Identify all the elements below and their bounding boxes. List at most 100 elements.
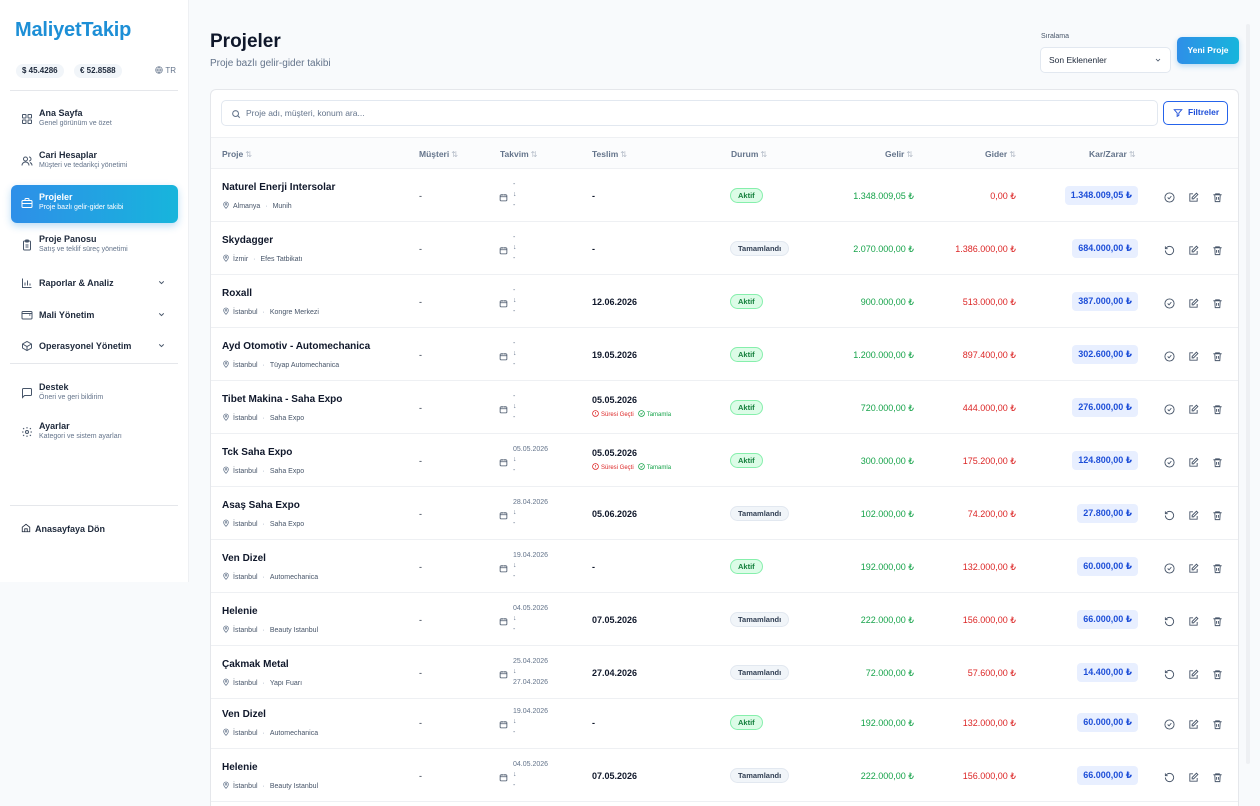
customer-cell: - xyxy=(419,562,422,572)
complete-button[interactable] xyxy=(1164,190,1175,203)
project-name[interactable]: Asaş Saha Expo xyxy=(222,500,300,511)
edit-button[interactable] xyxy=(1188,349,1199,361)
reopen-button[interactable] xyxy=(1164,614,1175,627)
delete-button[interactable] xyxy=(1212,243,1223,256)
reopen-button[interactable] xyxy=(1164,243,1175,256)
sidebar-item-proje-panosu[interactable]: Proje Panosu Satış ve teklif süreç yönet… xyxy=(11,227,178,265)
table-row[interactable]: Tck Saha Expo İstanbul · Saha Expo -05.05.20… xyxy=(211,434,1238,487)
edit-button[interactable] xyxy=(1188,455,1199,467)
filter-button[interactable]: Filtreler xyxy=(1163,101,1228,125)
calendar-start: - xyxy=(513,234,516,241)
project-name[interactable]: Skydagger xyxy=(222,235,274,246)
delete-button[interactable] xyxy=(1212,667,1223,680)
delivery-date: 27.04.2026 xyxy=(592,668,638,678)
sort-select[interactable]: Son Eklenenler xyxy=(1040,47,1171,73)
delete-button[interactable] xyxy=(1212,402,1223,415)
reopen-button[interactable] xyxy=(1164,508,1175,521)
language-switcher[interactable]: TR xyxy=(155,64,176,78)
project-name[interactable]: Tck Saha Expo xyxy=(222,447,293,458)
edit-button[interactable] xyxy=(1188,717,1199,729)
app-logo[interactable]: MaliyetTakip xyxy=(15,19,132,41)
table-row[interactable]: Ayd Otomotiv - Automechanica İstanbul · Tüy… xyxy=(211,328,1238,381)
sidebar-item-ayarlar[interactable]: Ayarlar Kategori ve sistem ayarları xyxy=(11,414,178,452)
table-row[interactable]: Ven Dizel İstanbul · Automechanica -19.04.20… xyxy=(211,540,1238,593)
reopen-button[interactable] xyxy=(1164,770,1175,783)
search-input[interactable] xyxy=(246,101,1146,125)
table-row[interactable]: Ven Dizel İstanbul · Automechanica -19.04.20… xyxy=(211,696,1238,749)
delete-button[interactable] xyxy=(1212,770,1223,783)
sort-arrows-icon: ⇅ xyxy=(245,150,252,159)
sidebar-item-projeler[interactable]: Projeler Proje bazlı gelir-gider takibi xyxy=(11,185,178,223)
table-row[interactable]: Asaş Saha Expo İstanbul · Saha Expo -28.04.2… xyxy=(211,487,1238,540)
separator-dot: · xyxy=(262,362,265,369)
delete-button[interactable] xyxy=(1212,717,1223,730)
edit-button[interactable] xyxy=(1188,561,1199,573)
sidebar-group-raporlar[interactable]: Raporlar & Analiz xyxy=(11,272,178,294)
complete-button[interactable] xyxy=(1164,296,1175,309)
project-name[interactable]: Tibet Makina - Saha Expo xyxy=(222,394,343,405)
col-header-proje[interactable]: Proje ⇅ xyxy=(222,149,252,159)
delete-button[interactable] xyxy=(1212,508,1223,521)
table-row[interactable]: Skydagger İzmir · Efes Tatbikatı - - ↓ - - Tamaml… xyxy=(211,222,1238,275)
edit-button[interactable] xyxy=(1188,667,1199,679)
complete-button[interactable] xyxy=(1164,455,1175,468)
complete-button[interactable] xyxy=(1164,349,1175,362)
edit-button[interactable] xyxy=(1188,614,1199,626)
project-name[interactable]: Ven Dizel xyxy=(222,709,266,720)
col-header-teslim[interactable]: Teslim ⇅ xyxy=(592,149,627,159)
complete-button[interactable] xyxy=(1164,402,1175,415)
sidebar-item-subtitle: Satış ve teklif süreç yönetimi xyxy=(39,246,128,253)
table-row[interactable]: Naturel Enerji Intersolar Almanya · Munih - -… xyxy=(211,169,1238,222)
project-name[interactable]: Naturel Enerji Intersolar xyxy=(222,182,336,193)
new-project-button[interactable]: Yeni Proje xyxy=(1177,37,1239,64)
trash-icon xyxy=(1212,614,1223,627)
customer-cell: - xyxy=(419,191,422,201)
project-name[interactable]: Helenie xyxy=(222,762,258,773)
edit-button[interactable] xyxy=(1188,190,1199,202)
edit-button[interactable] xyxy=(1188,402,1199,414)
sidebar-group-operasyonel[interactable]: Operasyonel Yönetim xyxy=(11,335,178,357)
project-name[interactable]: Ven Dizel xyxy=(222,553,266,564)
complete-action[interactable]: Tamamla xyxy=(637,463,671,471)
calendar-icon xyxy=(499,247,508,255)
delete-button[interactable] xyxy=(1212,190,1223,203)
col-header-takvim[interactable]: Takvim ⇅ xyxy=(500,149,537,159)
complete-action[interactable]: Tamamla xyxy=(637,410,671,418)
sidebar-group-mali-yonetim[interactable]: Mali Yönetim xyxy=(11,304,178,326)
delete-button[interactable] xyxy=(1212,349,1223,362)
table-row[interactable]: Roxall İstanbul · Kongre Merkezi - - ↓ - 12.06.2… xyxy=(211,275,1238,328)
col-header-musteri[interactable]: Müşteri ⇅ xyxy=(419,149,458,159)
sidebar-item-cari-hesaplar[interactable]: Cari Hesaplar Müşteri ve tedarikçi yönet… xyxy=(11,143,178,181)
sidebar-item-destek[interactable]: Destek Öneri ve geri bildirim xyxy=(11,375,178,413)
edit-icon xyxy=(1188,717,1199,729)
table-row[interactable]: Helenie İstanbul · Beauty Istanbul -04.05.20… xyxy=(211,749,1238,802)
complete-button[interactable] xyxy=(1164,561,1175,574)
edit-button[interactable] xyxy=(1188,243,1199,255)
delete-button[interactable] xyxy=(1212,455,1223,468)
edit-button[interactable] xyxy=(1188,508,1199,520)
sidebar-item-ana-sayfa[interactable]: Ana Sayfa Genel görünüm ve özet xyxy=(11,101,178,139)
scrollbar[interactable] xyxy=(1246,24,1250,764)
col-header-kar-zarar[interactable]: Kar/Zarar ⇅ xyxy=(1089,149,1136,159)
col-header-gider[interactable]: Gider ⇅ xyxy=(985,149,1016,159)
edit-button[interactable] xyxy=(1188,770,1199,782)
reopen-button[interactable] xyxy=(1164,667,1175,680)
table-row[interactable]: Helenie İstanbul · Beauty Istanbul -04.05.20… xyxy=(211,593,1238,646)
edit-button[interactable] xyxy=(1188,296,1199,308)
project-name[interactable]: Helenie xyxy=(222,606,258,617)
delete-button[interactable] xyxy=(1212,296,1223,309)
expense-value: 0,00 ₺ xyxy=(990,191,1016,201)
arrow-down-icon: ↓ xyxy=(513,509,517,516)
table-row[interactable]: Çakmak Metal İstanbul · Yapı Fuarı - 25.04.20… xyxy=(211,646,1238,699)
complete-button[interactable] xyxy=(1164,717,1175,730)
delete-button[interactable] xyxy=(1212,561,1223,574)
home-link[interactable]: Anasayfaya Dön xyxy=(21,523,105,534)
table-row[interactable]: Tibet Makina - Saha Expo İstanbul · Saha Ex… xyxy=(211,381,1238,434)
col-header-durum[interactable]: Durum ⇅ xyxy=(731,149,767,159)
project-name[interactable]: Çakmak Metal xyxy=(222,659,289,670)
profit-value: 27.800,00 ₺ xyxy=(1077,504,1138,523)
col-header-gelir[interactable]: Gelir ⇅ xyxy=(885,149,913,159)
project-name[interactable]: Ayd Otomotiv - Automechanica xyxy=(222,341,371,352)
project-name[interactable]: Roxall xyxy=(222,288,253,299)
delete-button[interactable] xyxy=(1212,614,1223,627)
